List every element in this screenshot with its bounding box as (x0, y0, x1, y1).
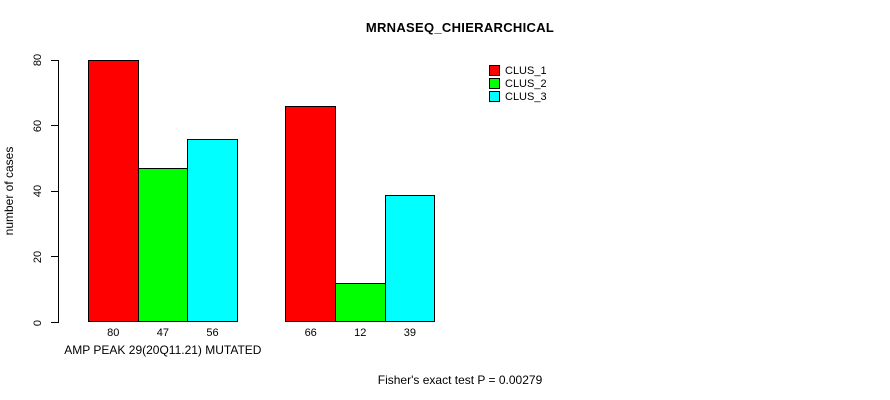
legend-row: CLUS_1 (489, 64, 547, 77)
legend-swatch-clus_2 (489, 78, 500, 89)
y-tick-mark (51, 125, 58, 127)
legend-label: CLUS_2 (505, 77, 547, 90)
legend-swatch-clus_3 (489, 91, 500, 102)
bar-value-label: 39 (403, 327, 417, 339)
bar-clus_3-group1 (187, 138, 238, 323)
y-tick-label: 80 (32, 53, 44, 67)
y-tick-mark (51, 322, 58, 323)
legend-row: CLUS_3 (489, 90, 547, 103)
bar-clus_1-group2 (285, 106, 336, 323)
bar-clus_3-group2 (384, 194, 436, 323)
legend-label: CLUS_3 (505, 90, 547, 103)
y-tick-mark (51, 59, 58, 61)
y-axis-title: number of cases (2, 146, 16, 236)
bar-clus_2-group1 (137, 168, 189, 323)
chart-title: MRNASEQ_CHIERARCHICAL (365, 20, 555, 35)
legend: CLUS_1 CLUS_2 CLUS_3 (489, 64, 547, 103)
bar-value-label: 66 (304, 327, 317, 339)
legend-swatch-clus_1 (489, 65, 500, 76)
y-tick-mark (51, 256, 58, 258)
bar-value-label: 56 (206, 327, 219, 339)
legend-row: CLUS_2 (489, 77, 547, 90)
bar-value-label: 12 (354, 327, 367, 339)
y-tick-label: 20 (32, 250, 44, 264)
y-tick-label: 0 (32, 319, 44, 326)
bar-clus_1-group1 (88, 60, 139, 323)
bar-clus_2-group2 (335, 283, 386, 323)
y-tick-mark (51, 190, 58, 192)
y-tick-label: 40 (32, 185, 44, 198)
bar-value-label: 80 (107, 327, 120, 339)
bar-value-label: 47 (156, 327, 170, 339)
y-tick-label: 60 (32, 119, 44, 132)
annotation-text: Fisher's exact test P = 0.00279 (377, 373, 543, 387)
y-axis-line (58, 60, 59, 323)
legend-label: CLUS_1 (505, 64, 547, 77)
group-label: AMP PEAK 29(20Q11.21) MUTATED (64, 343, 262, 357)
